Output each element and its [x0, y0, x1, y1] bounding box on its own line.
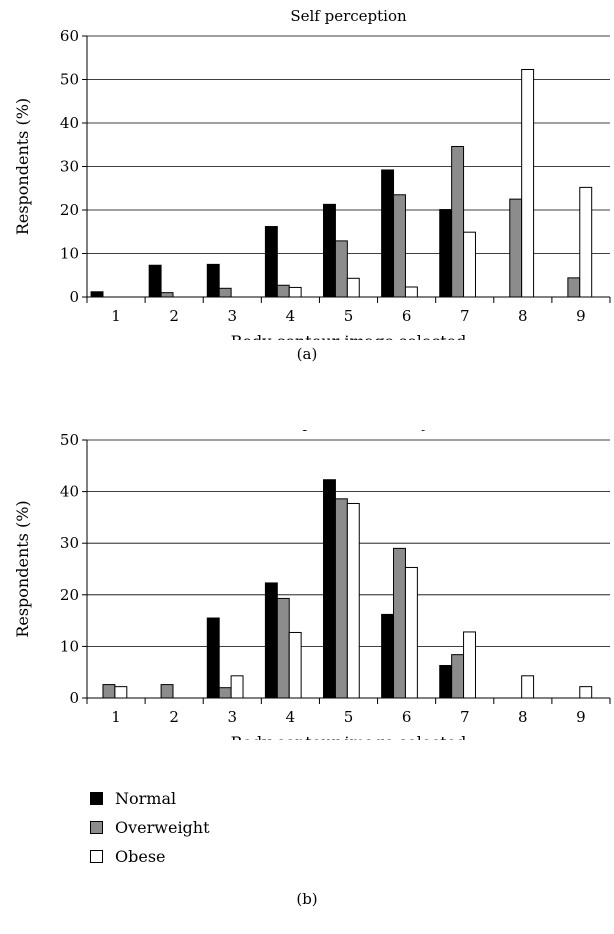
bar-overweight-3: [218, 687, 232, 699]
y-tick-label: 20: [60, 586, 79, 604]
y-axis-label: Respondents (%): [13, 98, 32, 235]
legend-item-overweight: Overweight: [90, 813, 210, 842]
bar-obese-6: [404, 566, 418, 699]
y-tick-label: 40: [60, 483, 79, 501]
legend-item-obese: Obese: [90, 842, 210, 871]
bar-obese-9: [579, 186, 593, 298]
bar-normal-3: [206, 617, 220, 699]
x-tick-label: 9: [576, 307, 586, 325]
bar-overweight-9: [567, 277, 581, 298]
bar-normal-2: [148, 264, 162, 298]
legend: Normal Overweight Obese: [90, 784, 210, 871]
caption-b: (b): [296, 890, 318, 908]
bar-overweight-7: [451, 145, 465, 298]
y-tick-label: 50: [60, 431, 79, 449]
bar-overweight-4: [276, 597, 290, 699]
y-tick-label: 30: [60, 534, 79, 552]
bar-obese-1: [114, 686, 128, 699]
bar-obese-9: [579, 686, 593, 699]
y-tick-label: 0: [69, 288, 79, 306]
x-tick-label: 7: [460, 708, 470, 726]
bar-overweight-4: [276, 284, 290, 298]
bar-normal-5: [323, 479, 336, 699]
legend-label-overweight: Overweight: [115, 818, 210, 837]
legend-swatch-overweight: [90, 821, 103, 834]
x-axis-label: Body contour image selected: [231, 733, 467, 740]
x-axis-label: Body contour image selected: [231, 332, 467, 340]
bar-normal-7: [439, 664, 453, 699]
bar-normal-4: [264, 226, 278, 298]
bar-normal-6: [381, 169, 395, 298]
x-tick-label: 2: [169, 708, 179, 726]
bar-normal-5: [323, 203, 336, 298]
x-tick-label: 1: [111, 307, 121, 325]
bar-overweight-3: [218, 287, 232, 298]
bar-normal-1: [90, 291, 104, 298]
chart-title: Self perception: [290, 7, 407, 25]
healthy-perception-chart: Perception of “healthy” 0 10 20 30 40 50 1 2 3 4 5 6…: [13, 430, 611, 740]
bar-overweight-6: [393, 547, 406, 699]
bar-obese-8: [521, 675, 535, 699]
legend-item-normal: Normal: [90, 784, 210, 813]
x-tick-label: 3: [228, 307, 238, 325]
x-tick-label: 7: [460, 307, 470, 325]
x-tick-label: 4: [286, 307, 296, 325]
chart-title: Perception of “healthy”: [260, 430, 438, 432]
bar-obese-3: [230, 675, 244, 699]
y-axis-label: Respondents (%): [13, 500, 32, 637]
x-tick-label: 6: [402, 307, 412, 325]
legend-swatch-obese: [90, 850, 103, 863]
bar-normal-3: [206, 263, 220, 298]
bar-obese-5: [346, 502, 360, 699]
y-tick-label: 60: [60, 27, 79, 45]
y-tick-label: 20: [60, 201, 79, 219]
bar-normal-7: [439, 209, 453, 298]
bar-overweight-5: [334, 240, 348, 298]
y-tick-label: 50: [60, 71, 79, 89]
x-tick-label: 5: [344, 307, 354, 325]
y-tick-label: 10: [60, 637, 79, 655]
legend-label-obese: Obese: [115, 847, 166, 866]
bar-obese-8: [521, 68, 535, 298]
legend-swatch-normal: [90, 792, 103, 805]
bar-overweight-2: [160, 292, 174, 298]
bar-obese-6: [404, 286, 418, 298]
x-tick-label: 9: [576, 708, 586, 726]
x-tick-label: 4: [286, 708, 296, 726]
x-tick-label: 1: [111, 708, 121, 726]
bar-overweight-6: [393, 194, 406, 298]
bar-obese-5: [346, 277, 360, 298]
bar-overweight-8: [509, 198, 523, 298]
y-tick-label: 10: [60, 245, 79, 263]
bar-obese-4: [288, 631, 302, 699]
x-tick-label: 3: [228, 708, 238, 726]
bar-overweight-5: [334, 498, 348, 699]
bar-normal-4: [264, 582, 278, 699]
x-tick-label: 8: [518, 708, 528, 726]
y-tick-label: 40: [60, 114, 79, 132]
x-tick-label: 8: [518, 307, 528, 325]
bar-overweight-1: [102, 684, 116, 699]
bar-obese-7: [463, 231, 476, 298]
bar-normal-6: [381, 613, 395, 699]
y-tick-label: 0: [69, 689, 79, 707]
legend-label-normal: Normal: [115, 789, 177, 808]
x-tick-label: 6: [402, 708, 412, 726]
x-tick-label: 5: [344, 708, 354, 726]
x-tick-label: 2: [169, 307, 179, 325]
self-perception-chart: Self perception 0 10 20 30 40 50 60 1 2 3 4 5 6 7 8 9 Bod…: [13, 7, 611, 340]
bar-overweight-2: [160, 684, 174, 699]
bar-obese-7: [463, 631, 476, 699]
caption-a: (a): [296, 345, 318, 363]
y-tick-label: 30: [60, 158, 79, 176]
bar-obese-4: [288, 286, 302, 298]
bar-overweight-7: [451, 654, 465, 699]
